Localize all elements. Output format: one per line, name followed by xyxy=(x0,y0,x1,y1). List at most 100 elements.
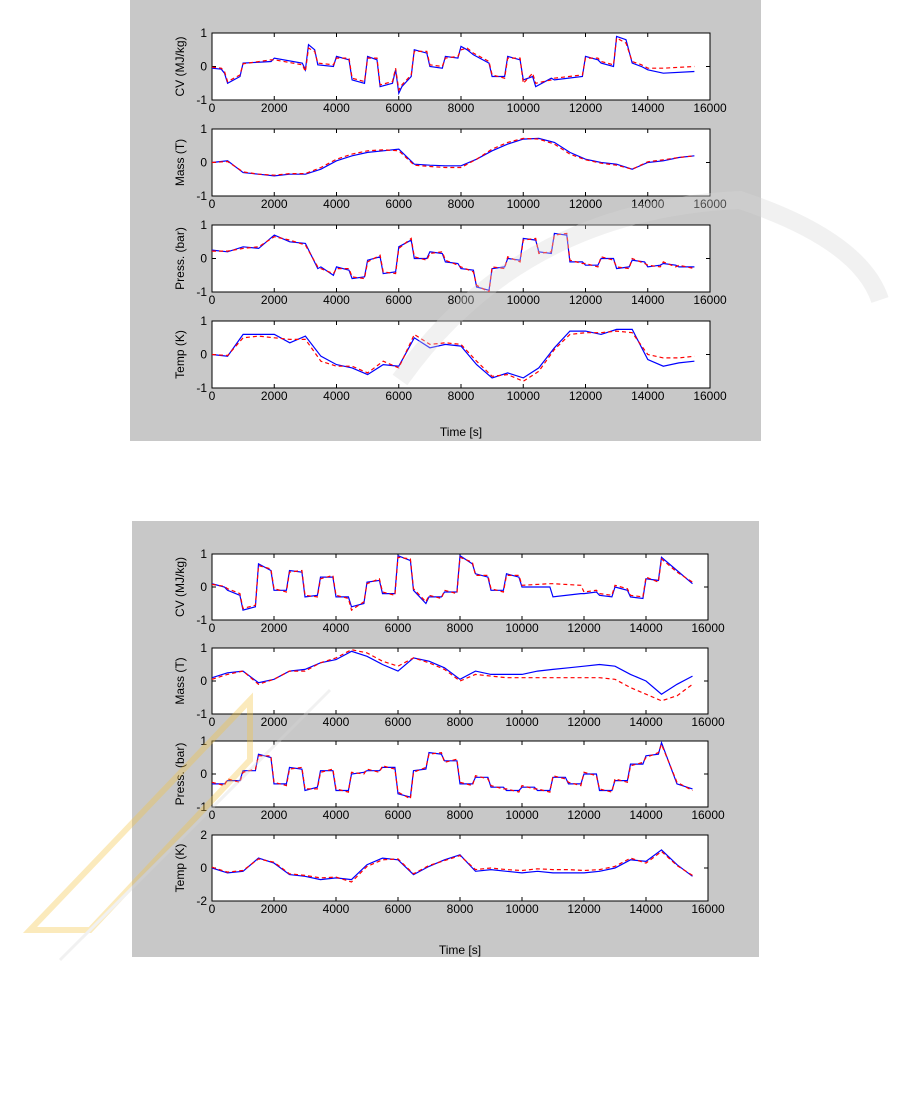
series-line-dashed xyxy=(212,137,695,176)
x-tick-label: 14000 xyxy=(629,808,663,822)
y-tick-label: 1 xyxy=(200,218,207,232)
x-tick-label: 0 xyxy=(209,101,216,115)
x-tick-label: 2000 xyxy=(261,715,288,729)
x-tick-label: 6000 xyxy=(385,715,412,729)
y-tick-label: 0 xyxy=(200,580,207,594)
x-tick-label: 16000 xyxy=(693,389,727,403)
y-tick-label: -1 xyxy=(196,613,207,627)
y-axis-label: CV (MJ/kg) xyxy=(173,557,187,617)
x-tick-label: 12000 xyxy=(567,715,601,729)
x-tick-label: 14000 xyxy=(629,715,663,729)
x-tick-label: 6000 xyxy=(385,621,412,635)
series-line-solid xyxy=(212,328,695,379)
x-tick-label: 4000 xyxy=(323,101,350,115)
y-tick-label: 0 xyxy=(200,156,207,170)
y-tick-label: -1 xyxy=(196,189,207,203)
y-tick-label: -1 xyxy=(196,800,207,814)
y-axis-label: Press. (bar) xyxy=(173,743,187,806)
y-axis-label: Mass (T) xyxy=(173,139,187,186)
axes-box xyxy=(211,32,711,101)
x-tick-label: 4000 xyxy=(323,902,350,916)
y-tick-label: 0 xyxy=(200,767,207,781)
series-line-solid xyxy=(212,741,693,798)
x-tick-label: 0 xyxy=(209,293,216,307)
x-tick-label: 4000 xyxy=(323,293,350,307)
x-tick-label: 12000 xyxy=(567,808,601,822)
x-tick-label: 0 xyxy=(209,621,216,635)
y-tick-label: 0 xyxy=(200,348,207,362)
y-tick-label: 0 xyxy=(200,252,207,266)
x-tick-label: 4000 xyxy=(323,197,350,211)
x-tick-label: 8000 xyxy=(448,293,475,307)
y-axis-label: Mass (T) xyxy=(173,657,187,704)
y-axis-label: Press. (bar) xyxy=(173,227,187,290)
x-tick-label: 2000 xyxy=(261,808,288,822)
series-line-dashed xyxy=(212,850,693,883)
axes-box xyxy=(211,834,709,902)
y-axis-label: CV (MJ/kg) xyxy=(173,36,187,96)
bottom-figure: -1 0 1 0 2000 4000 6000 8000 10000 12000 14000 1600… xyxy=(132,521,759,957)
y-tick-label: 1 xyxy=(200,314,207,328)
axes-box xyxy=(211,740,709,808)
series-line-solid xyxy=(212,849,693,881)
x-tick-label: 10000 xyxy=(507,101,541,115)
x-tick-label: 16000 xyxy=(693,293,727,307)
x-tick-label: 2000 xyxy=(261,197,288,211)
x-tick-label: 0 xyxy=(209,197,216,211)
y-tick-label: 1 xyxy=(200,26,207,40)
series-line-dashed xyxy=(212,232,695,292)
x-tick-label: 2000 xyxy=(261,101,288,115)
x-tick-label: 0 xyxy=(209,715,216,729)
x-tick-label: 4000 xyxy=(323,808,350,822)
x-tick-label: 2000 xyxy=(261,621,288,635)
x-tick-label: 10000 xyxy=(507,389,541,403)
axes-box xyxy=(211,128,711,197)
y-tick-label: -1 xyxy=(196,93,207,107)
x-tick-label: 4000 xyxy=(323,715,350,729)
x-tick-label: 12000 xyxy=(569,101,603,115)
axes-box xyxy=(211,553,709,621)
x-tick-label: 16000 xyxy=(691,808,725,822)
x-tick-label: 6000 xyxy=(385,389,412,403)
x-tick-label: 14000 xyxy=(631,389,665,403)
x-tick-label: 16000 xyxy=(691,621,725,635)
y-tick-label: 1 xyxy=(200,641,207,655)
x-tick-label: 16000 xyxy=(691,715,725,729)
x-tick-label: 12000 xyxy=(567,621,601,635)
y-tick-label: 1 xyxy=(200,122,207,136)
y-tick-label: -1 xyxy=(196,381,207,395)
axes-box xyxy=(211,647,709,715)
x-tick-label: 8000 xyxy=(447,808,474,822)
axes-box xyxy=(211,224,711,293)
x-tick-label: 14000 xyxy=(631,293,665,307)
top-figure: -1 0 1 0 2000 4000 6000 8000 10000 12000 14000 1600… xyxy=(130,0,761,441)
y-tick-label: -1 xyxy=(196,285,207,299)
x-tick-label: 2000 xyxy=(261,902,288,916)
y-tick-label: 0 xyxy=(200,60,207,74)
x-tick-label: 14000 xyxy=(629,902,663,916)
axes-box xyxy=(211,320,711,389)
x-axis-label: Time [s] xyxy=(440,425,482,439)
x-axis-label: Time [s] xyxy=(439,943,481,957)
x-tick-label: 10000 xyxy=(507,293,541,307)
x-tick-label: 0 xyxy=(209,808,216,822)
y-tick-label: 0 xyxy=(200,674,207,688)
y-tick-label: 0 xyxy=(200,861,207,875)
y-tick-label: -2 xyxy=(196,894,207,908)
x-tick-label: 10000 xyxy=(505,808,539,822)
x-tick-label: 16000 xyxy=(691,902,725,916)
x-tick-label: 12000 xyxy=(567,902,601,916)
series-line-solid xyxy=(212,650,693,695)
x-tick-label: 2000 xyxy=(261,389,288,403)
x-tick-label: 8000 xyxy=(448,389,475,403)
x-tick-label: 2000 xyxy=(261,293,288,307)
